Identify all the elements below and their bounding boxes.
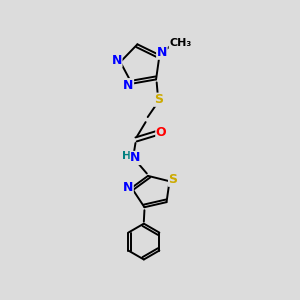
Text: CH₃: CH₃ bbox=[169, 38, 191, 48]
Text: N: N bbox=[123, 181, 133, 194]
Text: N: N bbox=[157, 46, 167, 59]
Text: S: S bbox=[169, 173, 178, 186]
Text: S: S bbox=[154, 93, 163, 106]
Text: O: O bbox=[156, 126, 167, 140]
Text: N: N bbox=[130, 152, 141, 164]
Text: N: N bbox=[123, 79, 134, 92]
Text: H: H bbox=[122, 152, 131, 161]
Text: N: N bbox=[112, 54, 122, 67]
